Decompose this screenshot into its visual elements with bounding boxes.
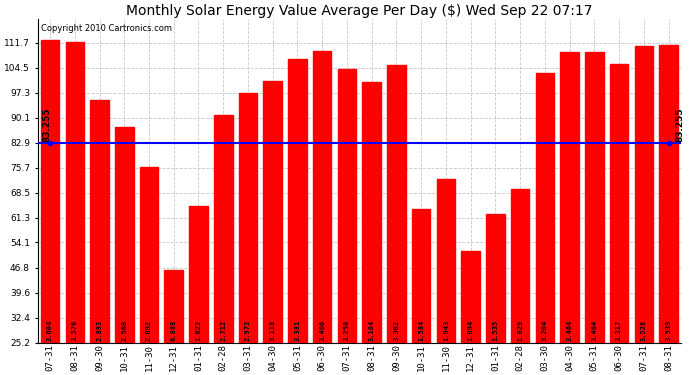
Text: 2.712: 2.712 (220, 320, 226, 341)
Text: 1.829: 1.829 (517, 320, 523, 341)
Bar (660, 45, 678, 343)
Text: 3.381: 3.381 (295, 320, 300, 341)
Text: 1.094: 1.094 (468, 320, 473, 341)
Text: Copyright 2010 Cartronics.com: Copyright 2010 Cartronics.com (41, 24, 172, 33)
Bar (90, 99, 109, 343)
Text: 83.255: 83.255 (676, 107, 685, 142)
Text: 0.868: 0.868 (170, 320, 177, 341)
Text: 3.466: 3.466 (319, 320, 325, 341)
Bar (362, 82, 381, 343)
Bar (189, 206, 208, 343)
Text: 1.622: 1.622 (195, 320, 201, 341)
Text: 3.204: 3.204 (542, 320, 548, 341)
Bar (313, 51, 331, 343)
Bar (239, 93, 257, 343)
Bar (264, 81, 282, 343)
Text: 3.258: 3.258 (344, 320, 350, 341)
Text: 3.464: 3.464 (591, 320, 598, 341)
Bar (41, 40, 59, 343)
Text: 3.104: 3.104 (368, 320, 375, 341)
Text: 3.604: 3.604 (47, 320, 53, 341)
Bar (437, 179, 455, 343)
Bar (115, 127, 134, 343)
Bar (535, 74, 554, 343)
Text: 3.302: 3.302 (393, 320, 400, 341)
Bar (140, 167, 158, 343)
Text: 1.535: 1.535 (493, 320, 498, 341)
Text: 2.973: 2.973 (245, 320, 251, 341)
Text: 2.893: 2.893 (97, 320, 103, 341)
Text: 2.092: 2.092 (146, 320, 152, 341)
Text: 3.118: 3.118 (270, 320, 276, 341)
Bar (610, 64, 629, 343)
Bar (337, 69, 356, 343)
Bar (511, 189, 529, 343)
Text: 2.568: 2.568 (121, 320, 127, 341)
Text: 3.539: 3.539 (666, 320, 671, 341)
Bar (387, 65, 406, 343)
Text: 83.255: 83.255 (43, 107, 52, 142)
Bar (462, 251, 480, 343)
Bar (66, 42, 84, 343)
Bar (164, 270, 183, 343)
Bar (560, 51, 579, 343)
Text: 1.584: 1.584 (418, 320, 424, 341)
Text: 3.317: 3.317 (616, 320, 622, 341)
Text: 3.464: 3.464 (566, 320, 573, 341)
Bar (635, 46, 653, 343)
Text: 3.576: 3.576 (72, 320, 78, 341)
Text: 3.526: 3.526 (641, 320, 647, 341)
Bar (585, 51, 604, 343)
Title: Monthly Solar Energy Value Average Per Day ($) Wed Sep 22 07:17: Monthly Solar Energy Value Average Per D… (126, 4, 593, 18)
Text: 1.943: 1.943 (443, 320, 449, 341)
Bar (214, 115, 233, 343)
Bar (486, 214, 504, 343)
Bar (412, 210, 431, 343)
Bar (288, 58, 307, 343)
